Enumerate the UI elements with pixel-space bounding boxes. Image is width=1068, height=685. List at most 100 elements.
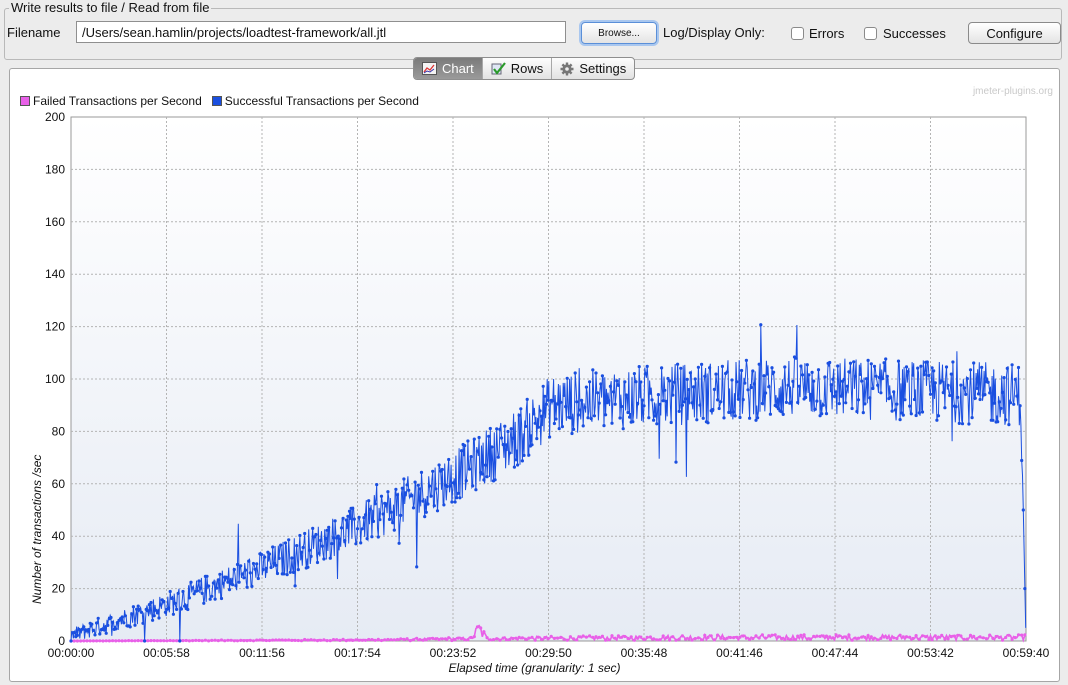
data-point: [283, 638, 288, 642]
filename-label: Filename: [7, 25, 61, 40]
data-point: [839, 394, 843, 398]
data-point: [508, 451, 512, 455]
data-point: [75, 639, 79, 643]
data-point: [365, 537, 369, 541]
data-point: [403, 491, 408, 495]
data-point: [730, 378, 734, 382]
data-point: [421, 638, 425, 642]
data-point: [751, 636, 755, 641]
data-point: [322, 557, 326, 561]
data-point: [416, 483, 420, 487]
data-point: [743, 381, 747, 385]
data-point: [232, 567, 236, 572]
data-point: [314, 532, 318, 537]
data-point: [597, 635, 601, 639]
data-point: [834, 633, 838, 637]
data-point: [1023, 587, 1027, 591]
data-point: [988, 633, 992, 637]
data-point: [467, 467, 472, 471]
tab-chart[interactable]: Chart: [414, 58, 482, 79]
data-point: [373, 502, 377, 506]
data-point: [277, 556, 281, 560]
data-point: [234, 584, 238, 588]
data-point: [360, 527, 364, 531]
tab-rows[interactable]: Rows: [481, 58, 552, 79]
data-point: [626, 636, 630, 641]
data-point: [693, 637, 697, 641]
data-point: [443, 637, 448, 641]
data-point: [562, 393, 566, 397]
browse-button[interactable]: Browse...: [581, 22, 657, 44]
data-point: [411, 506, 416, 510]
data-point: [703, 374, 707, 378]
data-point: [450, 500, 454, 504]
data-point: [290, 556, 294, 560]
data-point: [453, 500, 457, 504]
data-point: [533, 638, 537, 642]
data-point: [171, 639, 175, 643]
data-point: [637, 365, 641, 369]
data-point: [399, 513, 403, 517]
data-point: [245, 639, 249, 643]
data-point: [181, 589, 185, 594]
x-tick-label: 00:11:56: [239, 646, 285, 660]
data-point: [88, 639, 92, 643]
data-point: [749, 385, 753, 390]
data-point: [240, 572, 244, 576]
data-point: [818, 634, 822, 639]
data-point: [482, 630, 486, 634]
errors-checkbox[interactable]: [791, 27, 804, 40]
data-point: [684, 637, 688, 641]
data-point: [631, 420, 635, 424]
data-point: [922, 373, 926, 377]
data-point: [475, 625, 480, 629]
data-point: [194, 638, 198, 643]
data-point: [138, 607, 142, 612]
data-point: [370, 535, 374, 539]
transactions-chart: 0 20 40 60 80 100 120 140 160 180 200 00:00:00 00:05…: [45, 110, 1050, 660]
data-point: [908, 635, 912, 639]
successes-checkbox[interactable]: [864, 27, 877, 40]
data-point: [575, 400, 579, 404]
data-point: [860, 635, 864, 639]
data-point: [96, 616, 100, 620]
data-point: [621, 427, 625, 431]
data-point: [226, 580, 230, 584]
tab-settings[interactable]: Settings: [551, 58, 634, 79]
data-point: [229, 638, 233, 642]
data-point: [338, 638, 342, 643]
data-point: [690, 638, 694, 642]
data-point: [386, 490, 390, 494]
filename-input[interactable]: [76, 21, 566, 43]
data-point: [424, 510, 428, 514]
data-point: [287, 538, 291, 542]
data-point: [469, 635, 473, 640]
data-point: [837, 634, 841, 638]
data-point: [386, 637, 390, 642]
data-point: [703, 633, 707, 637]
data-point: [565, 376, 569, 380]
data-point: [143, 639, 147, 643]
data-point: [80, 627, 84, 631]
data-point: [740, 368, 744, 373]
data-point: [159, 603, 163, 607]
data-point: [888, 638, 893, 642]
data-point: [780, 410, 784, 414]
configure-button[interactable]: Configure: [968, 22, 1061, 44]
data-point: [975, 386, 979, 390]
data-point: [341, 637, 345, 641]
data-point: [802, 633, 806, 637]
data-point: [906, 370, 910, 374]
data-point: [90, 622, 94, 626]
data-point: [331, 536, 336, 540]
data-point: [183, 604, 187, 608]
data-point: [544, 402, 549, 406]
data-point: [139, 639, 143, 643]
data-point: [530, 443, 534, 447]
data-point: [389, 638, 393, 642]
data-point: [588, 634, 592, 638]
y-tick-label: 60: [52, 477, 66, 491]
data-point: [187, 596, 191, 600]
data-point: [306, 565, 310, 569]
data-point: [680, 403, 685, 407]
